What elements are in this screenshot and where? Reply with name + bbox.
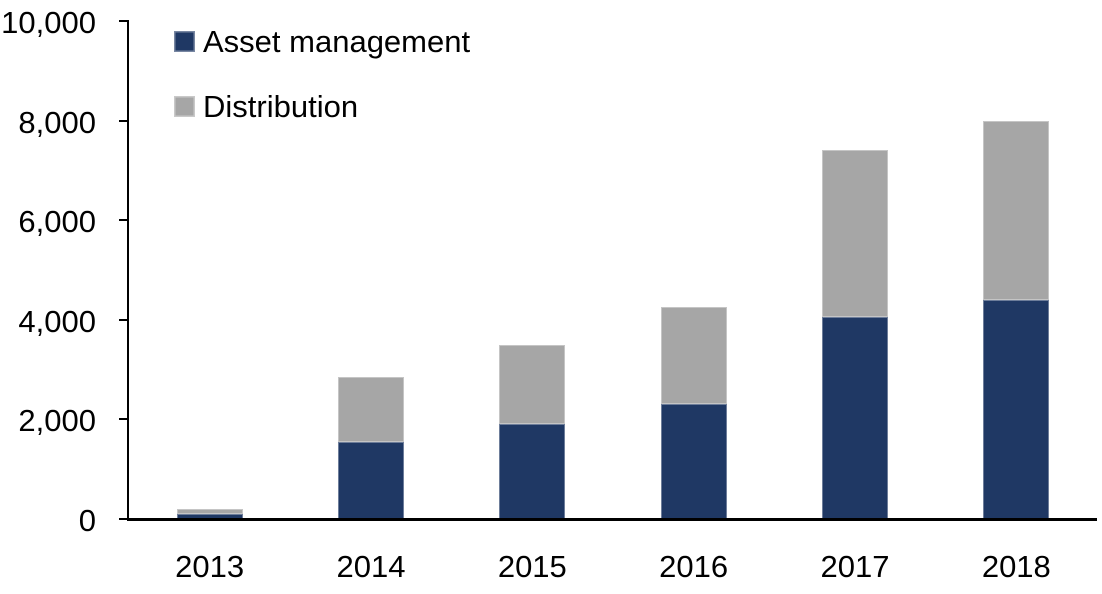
bar-segment-2016-distribution [660, 307, 727, 405]
y-axis-line [127, 21, 129, 519]
bar-segment-2014-asset-management [338, 441, 404, 519]
legend-swatch-distribution [174, 95, 195, 117]
y-tick-10000 [119, 20, 129, 22]
legend-item-distribution: Distribution [174, 85, 470, 127]
y-tick-label-4000: 4,000 [18, 303, 96, 339]
legend-item-asset-management: Asset management [174, 20, 470, 62]
bar-segment-2013-distribution [176, 509, 243, 514]
y-tick-label-8000: 8,000 [18, 104, 96, 140]
bar-segment-2018-distribution [983, 120, 1050, 300]
y-tick-4000 [119, 318, 129, 321]
legend: Asset management Distribution [174, 20, 470, 150]
x-tick-label-2013: 2013 [175, 549, 245, 584]
y-tick-6000 [119, 219, 129, 222]
bar-segment-2014-distribution [338, 377, 404, 442]
bar-segment-2013-asset-management [176, 514, 243, 519]
bar-segment-2018-asset-management [983, 299, 1050, 519]
y-tick-label-10000: 10,000 [1, 5, 96, 40]
bar-segment-2017-asset-management [822, 317, 888, 519]
legend-label-asset-management: Asset management [203, 23, 471, 59]
y-tick-label-0: 0 [78, 503, 96, 538]
bar-segment-2016-asset-management [660, 404, 727, 519]
x-tick-label-2018: 2018 [981, 549, 1051, 584]
y-tick-label-6000: 6,000 [18, 204, 96, 240]
bar-segment-2017-distribution [822, 150, 888, 318]
bar-segment-2015-asset-management [499, 424, 566, 519]
x-axis-line [127, 518, 1097, 521]
legend-label-distribution: Distribution [203, 88, 359, 124]
x-tick-label-2016: 2016 [659, 549, 729, 584]
x-tick-label-2017: 2017 [820, 549, 890, 584]
x-tick-label-2014: 2014 [336, 549, 406, 584]
bar-segment-2015-distribution [499, 344, 566, 425]
y-tick-label-2000: 2,000 [18, 403, 96, 439]
y-tick-0 [119, 518, 129, 520]
legend-swatch-asset-management [174, 30, 195, 52]
y-tick-2000 [119, 418, 129, 421]
x-tick-label-2015: 2015 [497, 549, 567, 584]
y-tick-8000 [119, 119, 129, 122]
